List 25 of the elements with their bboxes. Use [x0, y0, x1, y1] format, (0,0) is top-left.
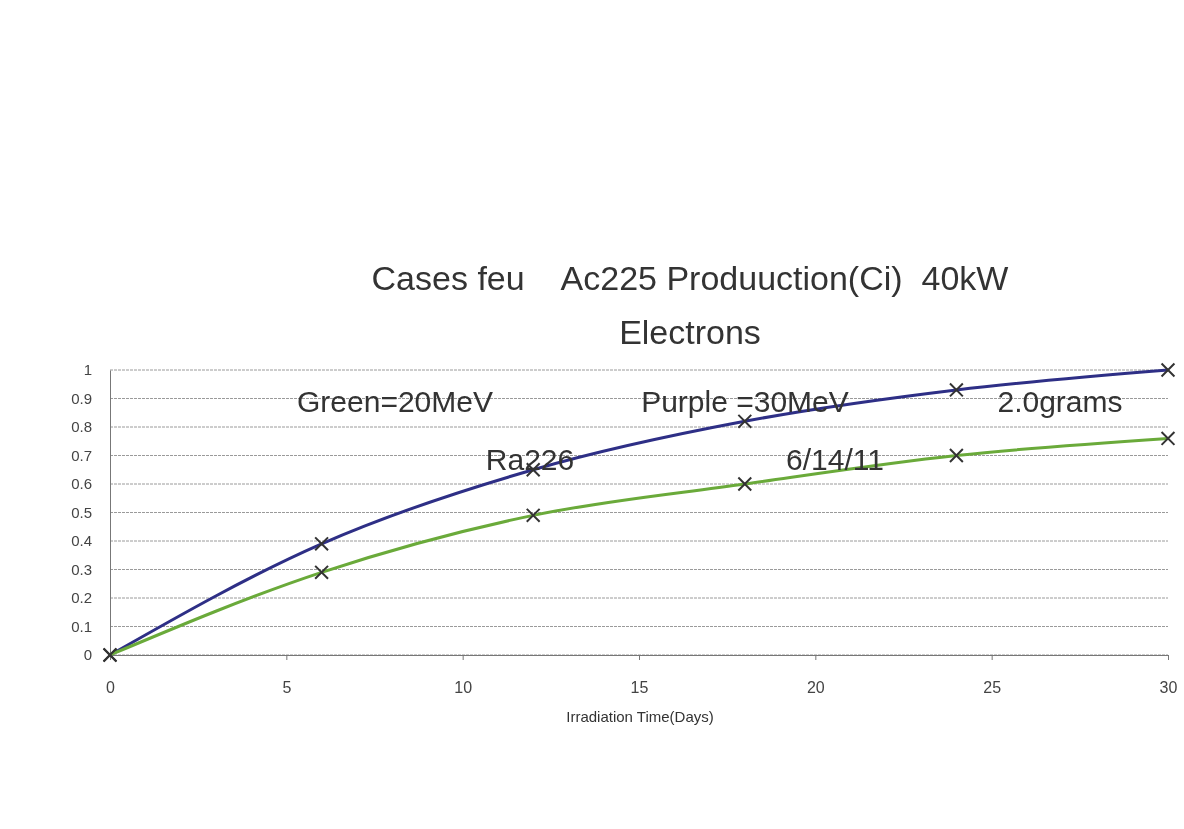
x-tick-label: 10	[454, 679, 473, 697]
chart-title: Cases feu Ac225 Produuction(Ci) 40kW Electrons	[371, 259, 1009, 351]
x-tick-label: 30	[1159, 679, 1178, 697]
x-tick-label: 20	[806, 679, 825, 697]
y-tick-label: 0.3	[71, 560, 92, 578]
annotation: Ra226	[485, 443, 575, 476]
x-tick-label: 25	[983, 679, 1002, 697]
y-tick-label: 0.5	[71, 503, 92, 521]
y-tick-label: 0.8	[71, 418, 92, 436]
y-tick-label: 0	[83, 646, 92, 664]
annotation: Green=20MeV	[297, 385, 493, 418]
x-tick-label: 5	[282, 679, 292, 697]
y-tick-label: 0.9	[71, 389, 92, 407]
y-tick-label: 0.7	[71, 446, 92, 464]
x-axis-title: Irradiation Time(Days)	[566, 708, 714, 725]
x-tick-label: 0	[106, 679, 116, 697]
annotation: 2.0grams	[997, 385, 1123, 418]
y-tick-label: 0.2	[71, 589, 92, 607]
y-tick-label: 0.4	[71, 532, 92, 550]
x-tick-label: 15	[630, 679, 649, 697]
y-tick-label: 0.1	[71, 617, 92, 635]
annotation: Purple =30MeV	[641, 385, 849, 418]
annotation: 6/14/11	[786, 443, 884, 476]
y-tick-label: 1	[83, 361, 92, 379]
y-tick-label: 0.6	[71, 475, 92, 493]
